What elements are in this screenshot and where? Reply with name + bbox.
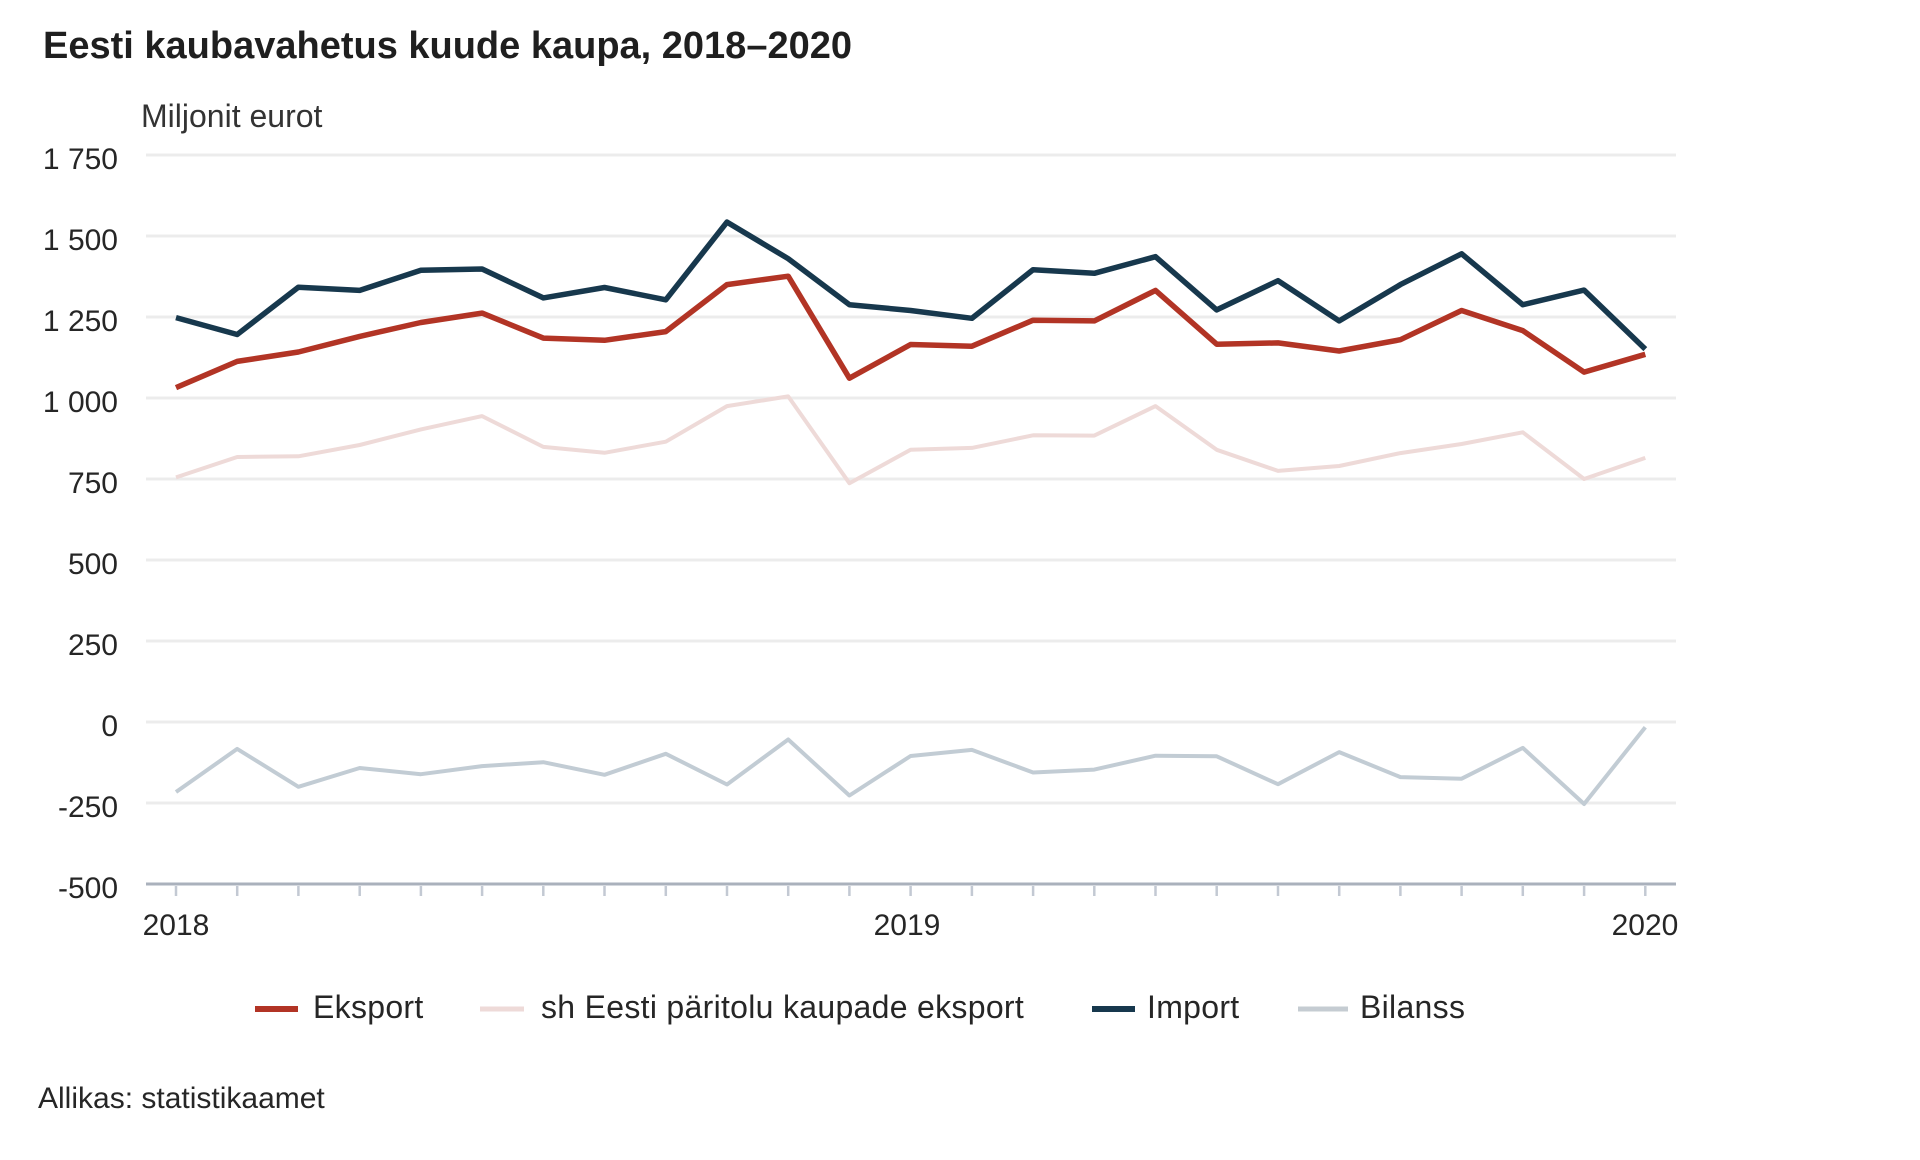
svg-text:Eksport: Eksport [313,989,424,1025]
svg-text:-250: -250 [58,791,118,824]
svg-text:Eesti kaubavahetus kuude kaupa: Eesti kaubavahetus kuude kaupa, 2018–202… [43,25,852,67]
svg-text:1 750: 1 750 [43,143,118,176]
svg-text:2018: 2018 [143,909,210,942]
svg-text:-500: -500 [58,872,118,905]
svg-text:1 000: 1 000 [43,386,118,419]
svg-text:Bilanss: Bilanss [1360,989,1465,1025]
svg-text:750: 750 [68,467,118,500]
svg-text:1 500: 1 500 [43,224,118,257]
svg-text:2020: 2020 [1612,909,1679,942]
svg-text:2019: 2019 [874,909,941,942]
svg-text:500: 500 [68,548,118,581]
svg-text:250: 250 [68,629,118,662]
svg-text:Miljonit eurot: Miljonit eurot [141,98,323,134]
svg-text:1 250: 1 250 [43,305,118,338]
svg-text:Import: Import [1147,989,1240,1025]
svg-text:sh Eesti päritolu kaupade eksp: sh Eesti päritolu kaupade eksport [541,989,1024,1025]
svg-text:0: 0 [101,710,118,743]
svg-text:Allikas: statistikaamet: Allikas: statistikaamet [38,1082,325,1115]
